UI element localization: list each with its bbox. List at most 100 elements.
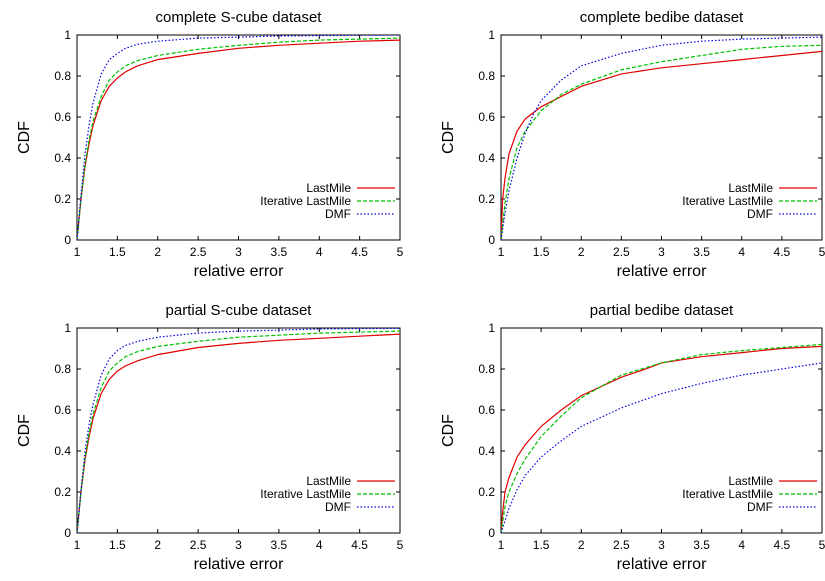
y-tick-label: 0.4 xyxy=(54,151,71,165)
y-tick-label: 0 xyxy=(488,526,495,540)
x-tick-label: 3.5 xyxy=(693,245,710,259)
legend-label: LastMile xyxy=(728,474,773,488)
series-line-dmf xyxy=(77,35,400,240)
y-tick-label: 0.2 xyxy=(478,485,495,499)
series-line-lastmile xyxy=(77,333,400,533)
x-tick-label: 1 xyxy=(498,538,505,552)
chart-title: partial S-cube dataset xyxy=(166,302,313,319)
y-tick-label: 0.2 xyxy=(478,192,495,206)
x-tick-label: 5 xyxy=(819,245,825,259)
legend-label: DMF xyxy=(325,500,351,514)
y-tick-label: 0.6 xyxy=(478,110,495,124)
x-tick-label: 4.5 xyxy=(351,245,368,259)
x-tick-label: 3 xyxy=(235,245,242,259)
y-tick-label: 0.8 xyxy=(478,362,495,376)
x-tick-label: 4 xyxy=(738,538,745,552)
x-tick-label: 4 xyxy=(316,538,323,552)
series-line-iterative-lastmile xyxy=(501,44,822,240)
x-tick-label: 2.5 xyxy=(190,245,207,259)
y-tick-label: 0.6 xyxy=(54,403,71,417)
x-tick-label: 4.5 xyxy=(774,538,791,552)
y-tick-label: 0 xyxy=(488,233,495,247)
x-tick-label: 1 xyxy=(74,245,81,259)
series-line-dmf xyxy=(501,362,822,533)
legend-label: Iterative LastMile xyxy=(260,487,351,501)
y-tick-label: 0.2 xyxy=(54,192,71,206)
x-tick-label: 3.5 xyxy=(271,538,288,552)
x-axis-label: relative error xyxy=(194,556,284,573)
x-tick-label: 2 xyxy=(154,245,161,259)
y-tick-label: 1 xyxy=(64,28,71,42)
y-tick-label: 0.6 xyxy=(54,110,71,124)
series-line-iterative-lastmile xyxy=(77,330,400,533)
y-tick-label: 0.6 xyxy=(478,403,495,417)
chart-title: complete bedibe dataset xyxy=(580,9,744,26)
y-tick-label: 1 xyxy=(488,28,495,42)
legend-label: LastMile xyxy=(306,474,351,488)
x-tick-label: 1 xyxy=(498,245,505,259)
y-axis-label: CDF xyxy=(16,414,33,447)
chart-panel-4: partial bedibe dataset 1 1.5 2 2.5 3 3.5 4 4.5 5 0… xyxy=(440,302,825,573)
series-line-lastmile xyxy=(501,345,822,533)
x-tick-label: 3 xyxy=(658,245,665,259)
x-tick-label: 1.5 xyxy=(109,245,126,259)
x-tick-label: 3 xyxy=(235,538,242,552)
x-tick-label: 4.5 xyxy=(774,245,791,259)
x-tick-label: 1.5 xyxy=(109,538,126,552)
x-tick-label: 4 xyxy=(738,245,745,259)
y-axis-label: CDF xyxy=(440,414,457,447)
x-tick-label: 1.5 xyxy=(533,245,550,259)
y-axis-label: CDF xyxy=(440,121,457,154)
y-tick-label: 0.4 xyxy=(478,444,495,458)
x-tick-label: 2 xyxy=(578,245,585,259)
legend-label: LastMile xyxy=(306,181,351,195)
legend-label: Iterative LastMile xyxy=(260,194,351,208)
chart-panel-1: complete S-cube dataset 1 1.5 2 2.5 3 3.5 4 4.5 5… xyxy=(16,9,404,280)
y-tick-label: 0.8 xyxy=(54,69,71,83)
x-tick-label: 1 xyxy=(74,538,81,552)
y-tick-label: 0.8 xyxy=(54,362,71,376)
x-tick-label: 3.5 xyxy=(693,538,710,552)
x-tick-label: 2 xyxy=(578,538,585,552)
chart-panel-2: complete bedibe dataset 1 1.5 2 2.5 3 3.5 4 4.5 5… xyxy=(440,9,825,280)
chart-title: partial bedibe dataset xyxy=(590,302,734,319)
series-line-iterative-lastmile xyxy=(77,37,400,240)
y-tick-label: 0.8 xyxy=(478,69,495,83)
plot-frame xyxy=(76,327,401,534)
y-tick-label: 0.4 xyxy=(478,151,495,165)
chart-title: complete S-cube dataset xyxy=(156,9,323,26)
series-line-lastmile xyxy=(501,50,822,240)
plot-frame xyxy=(76,34,401,241)
series-line-lastmile xyxy=(77,39,400,240)
y-tick-label: 0.2 xyxy=(54,485,71,499)
x-tick-label: 3.5 xyxy=(271,245,288,259)
x-tick-label: 3 xyxy=(658,538,665,552)
x-tick-label: 5 xyxy=(397,538,404,552)
x-tick-label: 4 xyxy=(316,245,323,259)
x-tick-label: 4.5 xyxy=(351,538,368,552)
y-tick-label: 1 xyxy=(488,321,495,335)
x-tick-label: 5 xyxy=(397,245,404,259)
legend-label: LastMile xyxy=(728,181,773,195)
legend-label: DMF xyxy=(325,207,351,221)
legend-label: DMF xyxy=(747,207,773,221)
y-tick-label: 1 xyxy=(64,321,71,335)
y-tick-label: 0.4 xyxy=(54,444,71,458)
legend-label: DMF xyxy=(747,500,773,514)
x-tick-label: 2 xyxy=(154,538,161,552)
y-axis-label: CDF xyxy=(16,121,33,154)
x-tick-label: 2.5 xyxy=(190,538,207,552)
plot-frame xyxy=(500,34,823,241)
x-tick-label: 2.5 xyxy=(613,245,630,259)
plot-frame xyxy=(500,327,823,534)
y-tick-label: 0 xyxy=(64,526,71,540)
legend-label: Iterative LastMile xyxy=(682,487,773,501)
x-tick-label: 1.5 xyxy=(533,538,550,552)
x-axis-label: relative error xyxy=(617,556,707,573)
x-tick-label: 2.5 xyxy=(613,538,630,552)
y-tick-label: 0 xyxy=(64,233,71,247)
series-line-dmf xyxy=(77,328,400,533)
chart-panel-3: partial S-cube dataset 1 1.5 2 2.5 3 3.5 4 4.5 5 0… xyxy=(16,302,404,573)
x-axis-label: relative error xyxy=(194,263,284,280)
